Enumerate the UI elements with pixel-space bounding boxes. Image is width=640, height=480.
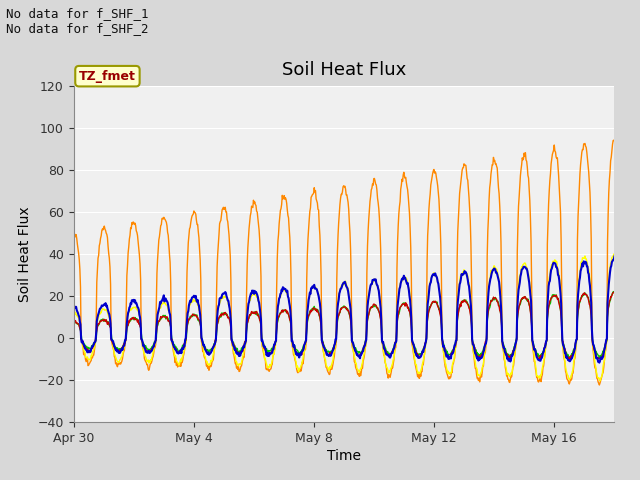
SHF2 — [611, 137, 618, 143]
SHF4 — [611, 288, 618, 294]
SHF5 — [295, 355, 303, 360]
Line: SHF2: SHF2 — [74, 140, 614, 385]
SHF3 — [376, 295, 384, 300]
SHF5 — [596, 360, 604, 366]
SHF5 — [70, 305, 77, 311]
SHF4 — [89, 342, 97, 348]
SHF1 — [376, 313, 384, 319]
SHF2 — [89, 353, 97, 359]
SHF3 — [610, 251, 618, 257]
SHF2 — [70, 231, 77, 237]
SHF5 — [89, 344, 97, 349]
Text: TZ_fmet: TZ_fmet — [79, 70, 136, 83]
SHF5 — [266, 350, 274, 356]
SHF5 — [611, 253, 618, 259]
SHF3 — [197, 317, 205, 323]
SHF5 — [506, 359, 514, 364]
SHF2 — [376, 228, 384, 234]
SHF1 — [295, 351, 303, 357]
SHF3 — [506, 372, 514, 377]
SHF2 — [197, 277, 205, 283]
SHF2 — [295, 369, 303, 374]
SHF1 — [70, 318, 77, 324]
SHF4 — [197, 324, 205, 330]
SHF5 — [197, 320, 205, 326]
SHF1 — [197, 324, 205, 330]
X-axis label: Time: Time — [327, 449, 361, 463]
SHF3 — [596, 378, 604, 384]
Y-axis label: Soil Heat Flux: Soil Heat Flux — [18, 206, 32, 302]
SHF1 — [536, 358, 543, 363]
Title: Soil Heat Flux: Soil Heat Flux — [282, 61, 406, 79]
SHF4 — [596, 356, 604, 361]
Line: SHF3: SHF3 — [74, 254, 614, 381]
Line: SHF1: SHF1 — [74, 292, 614, 360]
SHF3 — [611, 253, 618, 259]
SHF2 — [596, 382, 604, 388]
Line: SHF4: SHF4 — [74, 291, 614, 359]
SHF4 — [70, 320, 77, 325]
SHF1 — [89, 344, 97, 349]
SHF3 — [70, 310, 77, 315]
SHF3 — [295, 366, 303, 372]
Line: SHF5: SHF5 — [74, 256, 614, 363]
SHF1 — [266, 351, 274, 357]
SHF4 — [295, 350, 303, 356]
SHF4 — [506, 352, 514, 358]
SHF3 — [89, 348, 97, 354]
SHF2 — [266, 366, 274, 372]
SHF5 — [376, 299, 384, 304]
Text: No data for f_SHF_1
No data for f_SHF_2: No data for f_SHF_1 No data for f_SHF_2 — [6, 7, 149, 35]
SHF2 — [506, 376, 514, 382]
SHF1 — [611, 289, 618, 295]
SHF4 — [266, 348, 274, 354]
SHF4 — [376, 312, 384, 318]
SHF3 — [266, 363, 274, 369]
SHF1 — [506, 353, 514, 359]
